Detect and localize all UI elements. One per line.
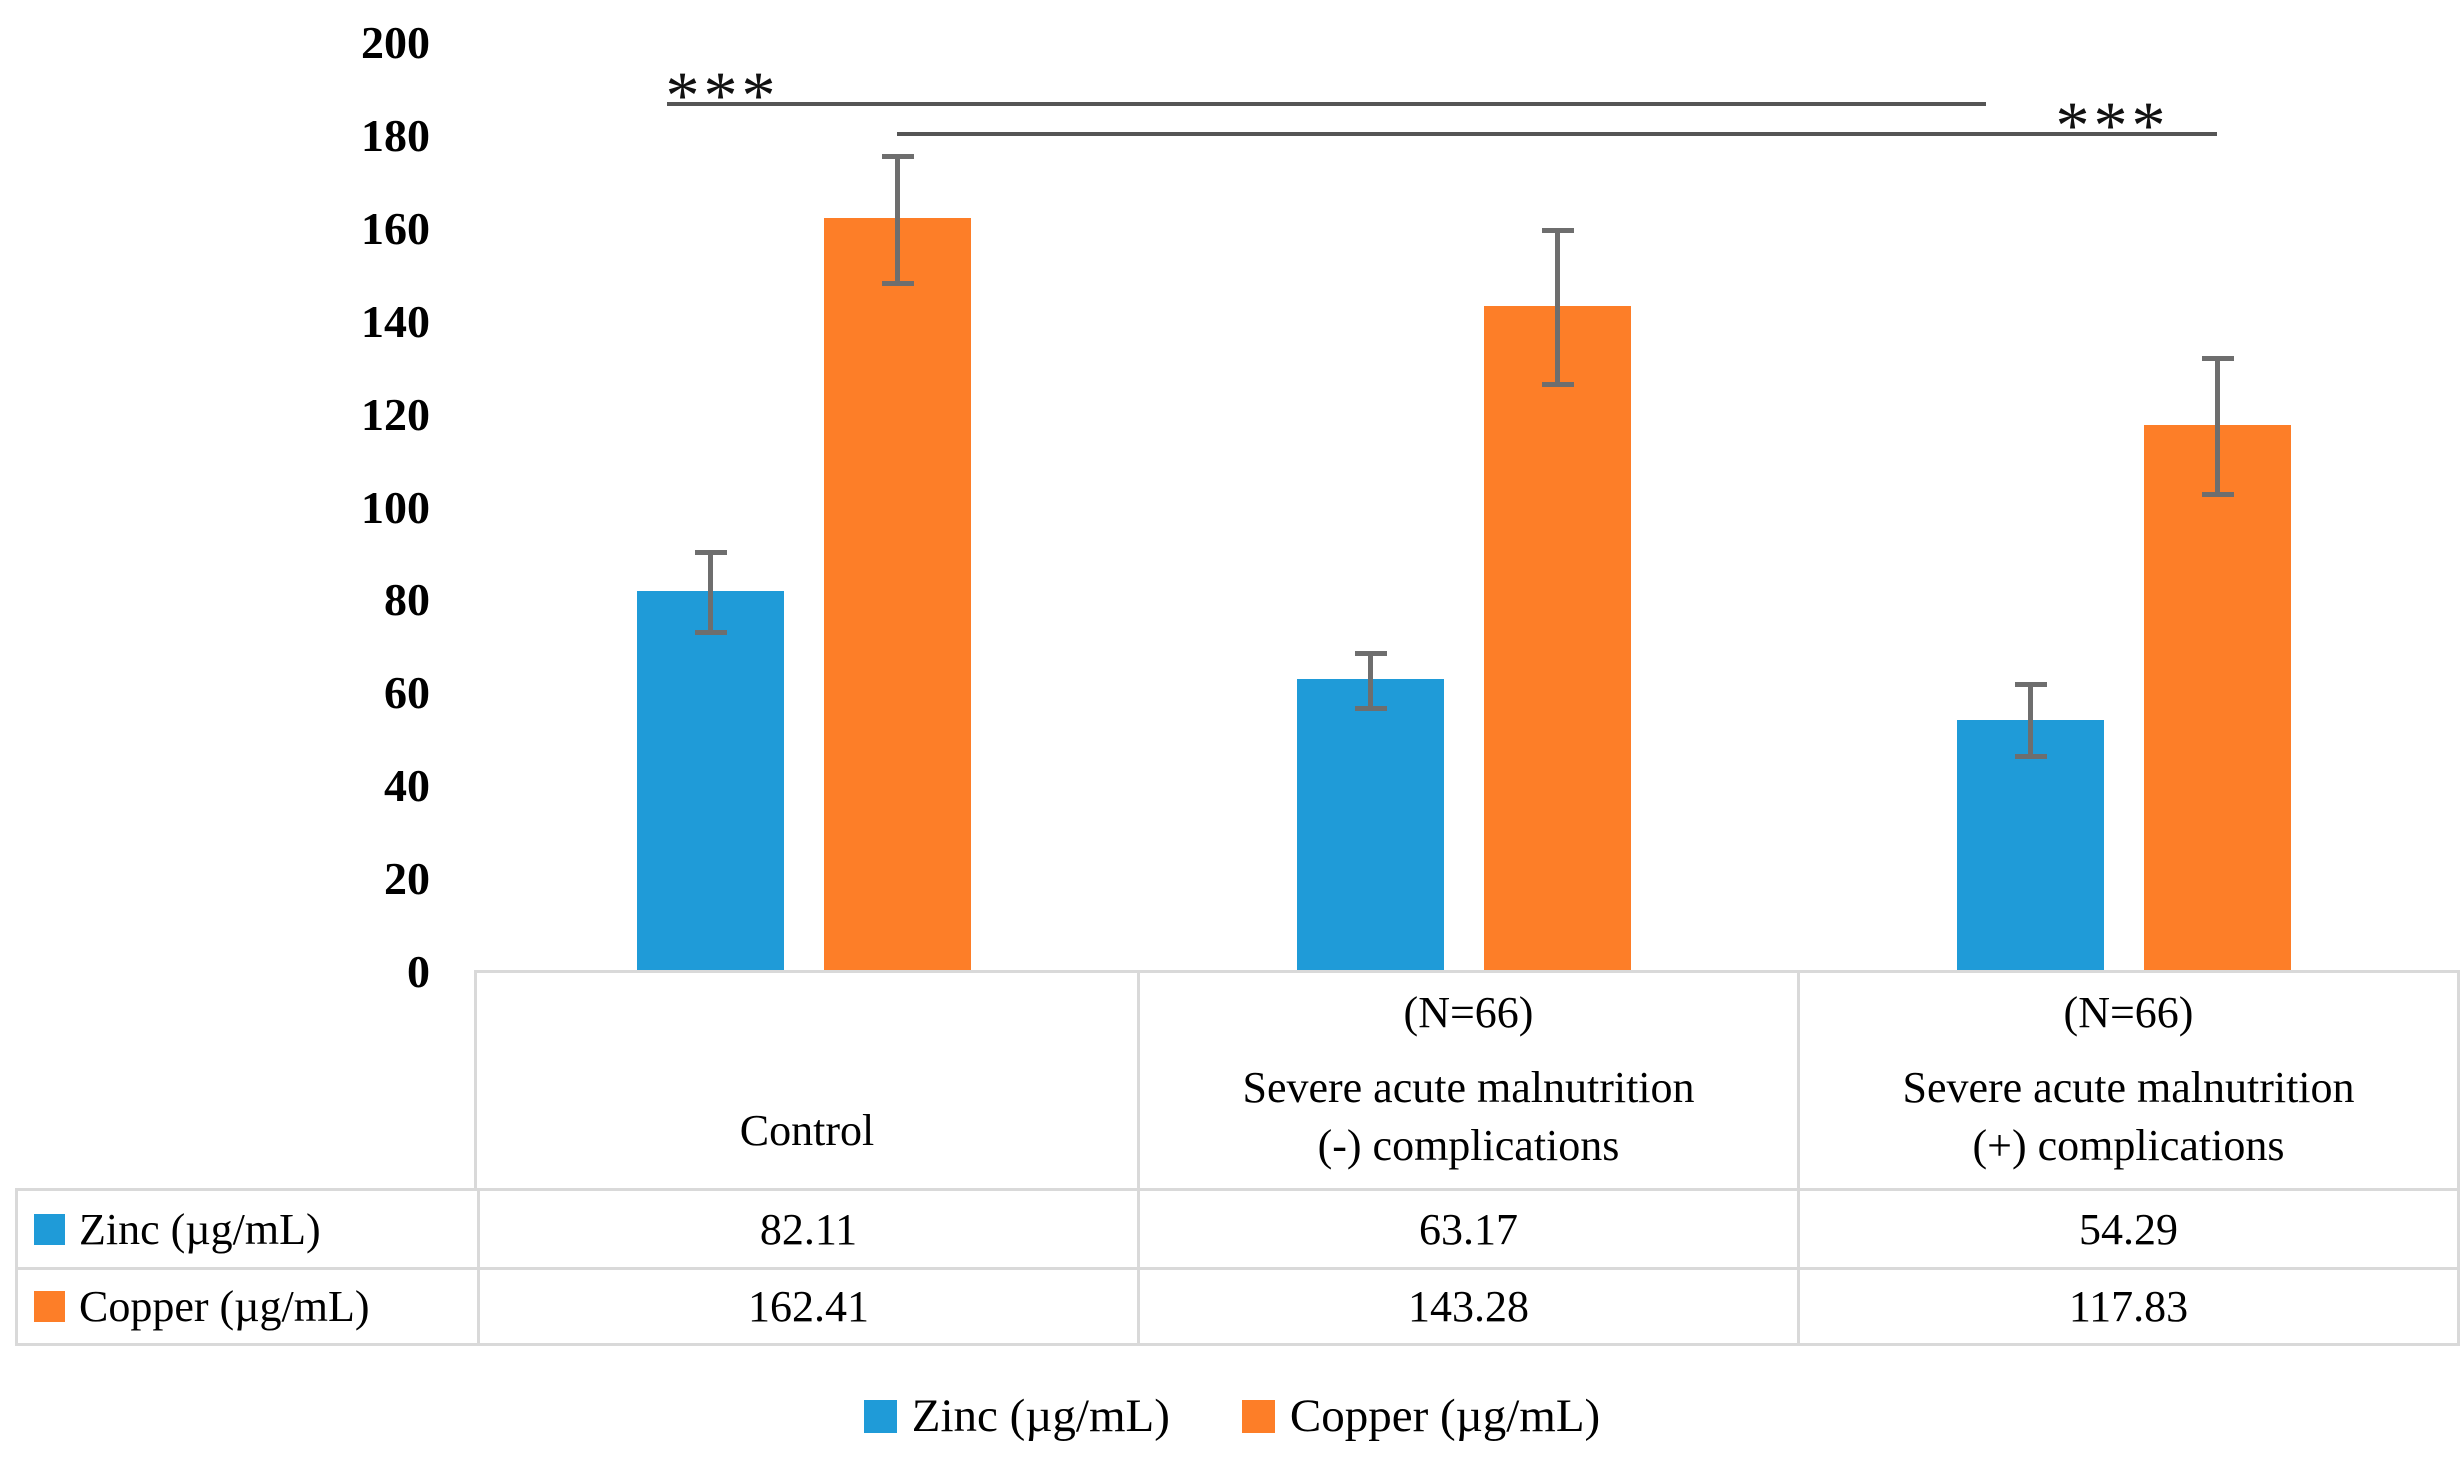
category-label: Control — [739, 1106, 875, 1155]
table-cell-copper-control: 162.41 — [477, 1267, 1137, 1343]
table-header-control: Control — [477, 973, 1137, 1188]
error-bar-stem — [2028, 684, 2033, 757]
y-axis-tick-label: 0 — [407, 946, 430, 997]
y-axis-tick-label: 20 — [384, 853, 430, 905]
y-axis-tick-label: 180 — [361, 109, 430, 161]
bar-zinc-category-1 — [1297, 678, 1444, 972]
table-header-sam-minus: (N=66) Severe acute malnutrition (-) com… — [1137, 973, 1797, 1188]
table-cell-zinc-sam-plus: 54.29 — [1797, 1191, 2457, 1267]
legend-item-zinc: Zinc (µg/mL) — [863, 1388, 1170, 1444]
y-axis-tick-label: 200 — [361, 17, 430, 68]
y-axis-tick-label: 120 — [361, 388, 430, 440]
error-bar-cap-top — [881, 154, 914, 160]
zinc-series-swatch-icon — [34, 1213, 65, 1245]
y-axis-tick-label: 140 — [361, 295, 430, 347]
category-label-line1: Severe acute malnutrition — [1902, 1063, 2355, 1112]
y-axis-tick-label: 40 — [384, 760, 430, 812]
row-label-text: Zinc (µg/mL) — [79, 1204, 321, 1254]
y-axis-tick-label: 60 — [384, 667, 430, 719]
error-bar-cap-bottom — [694, 630, 727, 636]
bar-copper-category-0 — [824, 217, 971, 972]
sample-size-label: (N=66) — [2063, 988, 2194, 1037]
error-bar-cap-top — [694, 550, 727, 556]
legend-item-copper: Copper (µg/mL) — [1241, 1388, 1601, 1444]
error-bar-cap-top — [1354, 650, 1387, 656]
chart-legend: Zinc (µg/mL) Copper (µg/mL) — [0, 1388, 2464, 1444]
legend-label-zinc: Zinc (µg/mL) — [911, 1390, 1170, 1442]
category-label-line1: Severe acute malnutrition — [1242, 1063, 1695, 1112]
error-bar-cap-top — [2201, 356, 2234, 362]
error-bar-cap-bottom — [2014, 753, 2047, 759]
error-bar-stem — [708, 552, 713, 633]
copper-legend-swatch-icon — [1241, 1399, 1275, 1433]
significance-line-2 — [896, 132, 2218, 137]
significance-stars-1: *** — [665, 56, 780, 133]
row-label-text: Copper (µg/mL) — [79, 1282, 370, 1331]
table-cell-zinc-control: 82.11 — [477, 1191, 1137, 1267]
bar-copper-category-1 — [1484, 306, 1631, 972]
table-header-sam-plus: (N=66) Severe acute malnutrition (+) com… — [1797, 973, 2457, 1188]
table-cell-zinc-sam-minus: 63.17 — [1137, 1191, 1797, 1267]
error-bar-cap-bottom — [2201, 492, 2234, 498]
bar-zinc-category-0 — [637, 590, 784, 972]
category-label-line2: (-) complications — [1317, 1121, 1620, 1170]
category-label-line2: (+) complications — [1972, 1121, 2285, 1170]
error-bar-stem — [895, 156, 900, 284]
bar-zinc-category-2 — [1957, 719, 2104, 972]
y-axis-tick-label: 80 — [384, 574, 430, 626]
sample-size-label: (N=66) — [1403, 988, 1534, 1037]
y-axis-tick-label: 160 — [361, 202, 430, 254]
data-table-header-row: Control (N=66) Severe acute malnutrition… — [474, 970, 2460, 1188]
error-bar-stem — [2215, 358, 2220, 495]
table-cell-copper-sam-minus: 143.28 — [1137, 1267, 1797, 1343]
zinc-legend-swatch-icon — [863, 1399, 897, 1433]
table-cell-copper-sam-plus: 117.83 — [1797, 1267, 2457, 1343]
significance-stars-2: *** — [2055, 87, 2170, 164]
error-bar-stem — [1555, 230, 1560, 385]
error-bar-stem — [1368, 653, 1373, 709]
error-bar-cap-bottom — [1354, 705, 1387, 711]
data-table-body: Zinc (µg/mL) 82.11 63.17 54.29 Copper (µ… — [15, 1188, 2460, 1346]
table-row-label-zinc: Zinc (µg/mL) — [18, 1191, 477, 1267]
table-row-label-copper: Copper (µg/mL) — [18, 1267, 477, 1343]
copper-series-swatch-icon — [34, 1291, 65, 1322]
error-bar-cap-bottom — [881, 280, 914, 286]
legend-label-copper: Copper (µg/mL) — [1289, 1390, 1601, 1442]
error-bar-cap-top — [2014, 682, 2047, 688]
bar-copper-category-2 — [2144, 424, 2291, 972]
significance-line-1 — [667, 101, 1986, 106]
y-axis-tick-label: 100 — [361, 481, 430, 533]
error-bar-cap-bottom — [1541, 381, 1574, 387]
error-bar-cap-top — [1541, 227, 1574, 233]
